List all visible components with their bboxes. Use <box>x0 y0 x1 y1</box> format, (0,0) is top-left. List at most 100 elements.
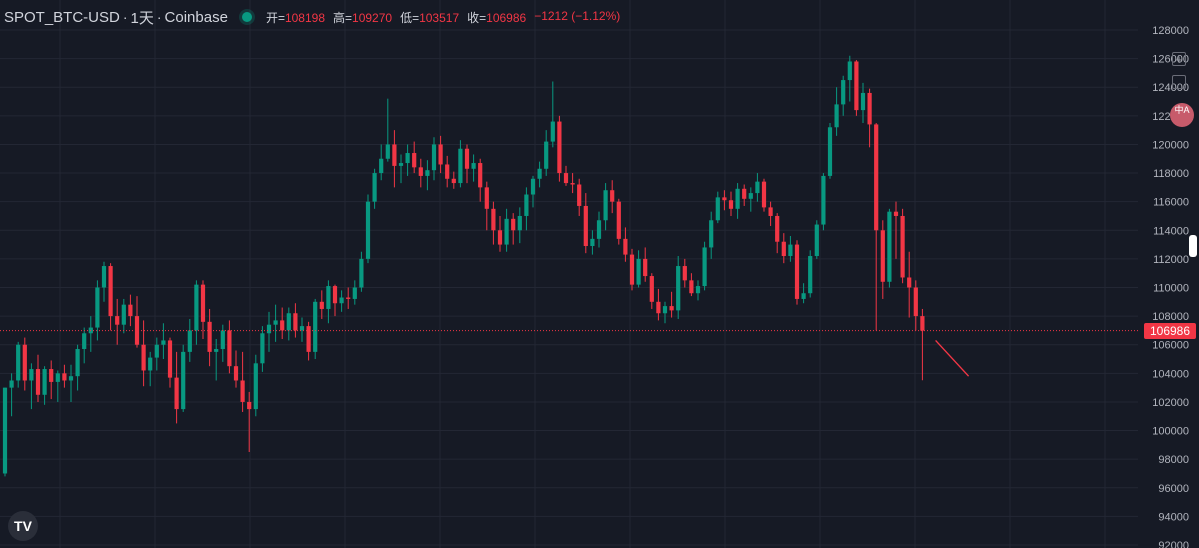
y-tick-label: 112000 <box>1153 254 1189 266</box>
candle-body <box>893 211 899 216</box>
candle <box>808 250 813 298</box>
candle <box>682 258 687 288</box>
close-label: 收= <box>467 10 487 25</box>
candle-body <box>194 284 199 331</box>
y-tick-label: 120000 <box>1152 139 1189 151</box>
candle <box>583 193 588 254</box>
candle <box>563 165 569 186</box>
candle <box>332 284 338 317</box>
candle <box>920 308 925 381</box>
candle <box>530 175 536 208</box>
plus-icon[interactable]: + <box>1172 52 1186 67</box>
candle <box>167 337 173 388</box>
candle-body <box>365 201 371 259</box>
y-tick-label: 96000 <box>1158 483 1189 495</box>
candle-body <box>438 144 443 165</box>
separator: · <box>156 9 162 25</box>
scale-handle[interactable] <box>1189 235 1197 257</box>
open-value: 108198 <box>284 10 325 25</box>
y-tick-label: 100000 <box>1152 426 1189 438</box>
trend-line-annotation[interactable] <box>935 339 970 377</box>
candle-body <box>22 344 27 381</box>
candle-body <box>9 380 14 388</box>
candle <box>200 280 206 339</box>
candle <box>649 273 654 309</box>
candle <box>372 168 377 209</box>
candle-body <box>313 301 318 352</box>
candle <box>115 298 120 345</box>
candle-body <box>715 197 720 221</box>
y-tick-label: 114000 <box>1153 225 1189 237</box>
candle-body <box>339 297 344 304</box>
candle-body <box>907 277 912 288</box>
price-axis[interactable]: 92000 94000 96000 98000 100000 102000 104000 10… <box>1152 25 1189 548</box>
candle-body <box>273 320 278 325</box>
candle-body <box>860 92 866 111</box>
open-label: 开= <box>265 10 285 25</box>
candle-body <box>101 266 107 288</box>
candle-body <box>570 183 575 185</box>
square-icon[interactable] <box>1172 75 1186 89</box>
candle-body <box>75 349 80 377</box>
candle <box>16 341 21 388</box>
candle <box>187 318 192 362</box>
candle <box>379 144 384 181</box>
candle <box>841 75 846 116</box>
candle <box>352 280 357 305</box>
trend-line <box>935 339 970 377</box>
candle <box>629 248 635 291</box>
candle <box>596 211 602 248</box>
candle-body <box>834 104 839 128</box>
candle <box>412 141 417 174</box>
candle <box>35 354 41 402</box>
candle-body <box>260 333 265 364</box>
candle <box>42 366 47 405</box>
candle <box>491 201 496 245</box>
interval-label[interactable]: 1天 <box>130 9 154 27</box>
candle-body <box>352 287 357 299</box>
candle-body <box>682 266 687 281</box>
candle-body <box>794 244 800 299</box>
candle-body <box>761 181 767 208</box>
candle <box>253 354 258 417</box>
candle <box>550 81 555 148</box>
candle-body <box>709 220 714 248</box>
candle <box>676 256 681 319</box>
candle-body <box>742 188 747 199</box>
candle <box>174 351 179 424</box>
candle-body <box>412 153 417 168</box>
candle-body <box>471 163 476 169</box>
candle <box>860 82 866 123</box>
candle <box>577 178 582 216</box>
y-tick-label: 104000 <box>1152 368 1189 380</box>
candle <box>603 183 608 231</box>
candle-body <box>464 148 470 169</box>
candle-body <box>280 320 285 331</box>
candle <box>689 273 694 297</box>
candle <box>346 287 351 309</box>
translate-icon[interactable]: 中A <box>1170 103 1194 127</box>
candle <box>821 173 826 231</box>
candle <box>445 155 450 188</box>
candle-body <box>801 293 806 299</box>
candle-body <box>913 287 918 317</box>
candle <box>742 184 747 206</box>
candle <box>907 251 912 318</box>
symbol-name[interactable]: SPOT_BTC-USD <box>4 8 120 26</box>
candle <box>768 201 773 226</box>
candle-body <box>319 301 324 309</box>
candle <box>431 137 437 181</box>
candle-body <box>49 369 54 382</box>
candle-body <box>722 197 727 201</box>
candle-body <box>676 266 681 311</box>
candle-body <box>768 207 773 216</box>
candle <box>827 122 833 179</box>
candle-body <box>214 349 219 352</box>
candle <box>702 241 707 291</box>
y-tick-label: 98000 <box>1158 454 1189 466</box>
candle-body <box>187 330 192 352</box>
candle <box>240 351 245 412</box>
candle <box>260 326 265 372</box>
y-tick-label: 116000 <box>1153 197 1189 209</box>
